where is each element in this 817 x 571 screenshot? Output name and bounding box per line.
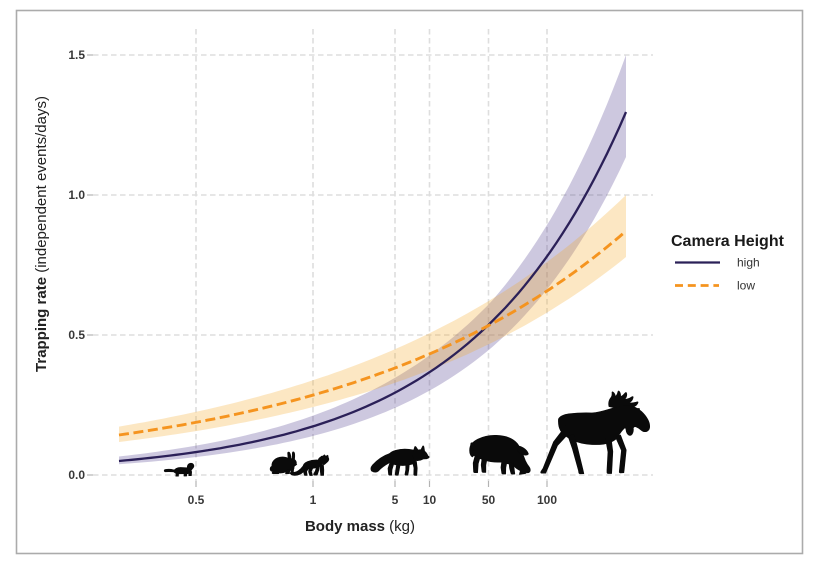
svg-text:100: 100 [537,493,557,507]
svg-text:0.5: 0.5 [68,328,85,342]
svg-text:10: 10 [423,493,437,507]
svg-text:Camera Height: Camera Height [671,233,785,250]
svg-text:high: high [737,256,760,270]
svg-text:0.0: 0.0 [68,468,85,482]
svg-text:low: low [737,279,755,293]
svg-text:Body mass (kg): Body mass (kg) [305,518,415,535]
svg-text:5: 5 [392,493,399,507]
svg-text:Trapping rate (independent eve: Trapping rate (independent events/days) [33,96,50,372]
svg-text:0.5: 0.5 [188,493,205,507]
svg-text:1: 1 [310,493,317,507]
svg-text:1.0: 1.0 [68,188,85,202]
svg-text:1.5: 1.5 [68,48,85,62]
svg-text:50: 50 [482,493,496,507]
